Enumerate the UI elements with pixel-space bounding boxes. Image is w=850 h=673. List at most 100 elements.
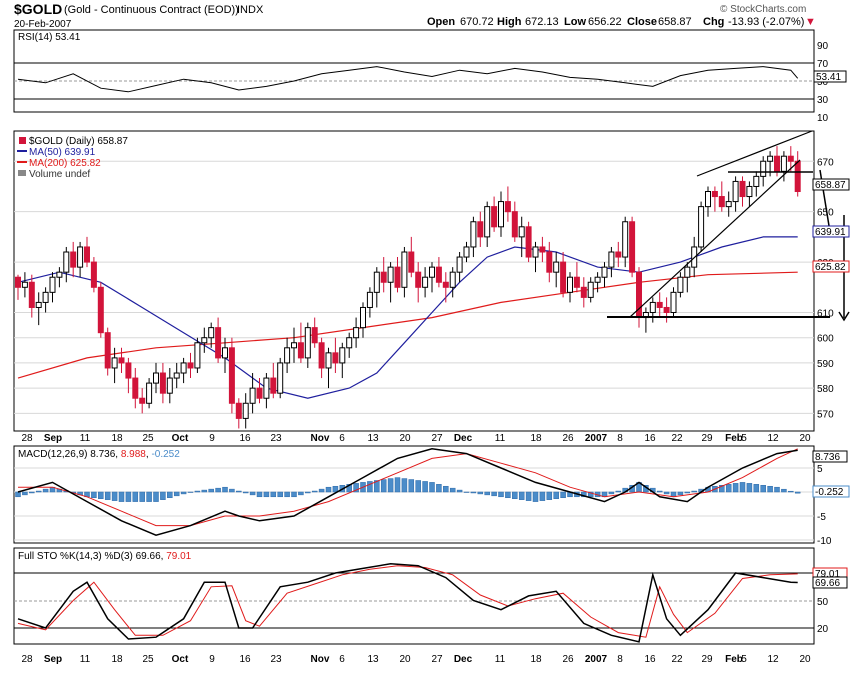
macd-hist-bar <box>249 491 256 496</box>
x-tick-label: 23 <box>270 433 282 444</box>
candle-body <box>153 372 159 384</box>
x-tick-label: 20 <box>799 654 811 665</box>
macd-hist-bar <box>146 491 152 502</box>
sto-panel: Full STO %K(14,3) %D(3) 69.66, 79.01 50 … <box>13 547 848 645</box>
sto-k-line <box>17 563 798 643</box>
x-tick-label: Feb <box>725 654 743 665</box>
x-tick-label: 9 <box>209 433 215 444</box>
low-label: Low <box>564 16 586 28</box>
ma200-badge <box>812 260 850 273</box>
candle-body <box>291 342 297 349</box>
macd-hist-bar <box>318 488 325 493</box>
rsi-label: RSI(14) 53.41 <box>18 32 81 43</box>
candle-body <box>297 342 304 359</box>
x-axis-bottom: 28 Sep 11 18 25 Oct 9 16 23 Nov 6 13 20 27 Dec 11 18 26 20… <box>21 654 811 665</box>
macd-hist-bar <box>484 491 490 496</box>
candle-body <box>463 246 470 258</box>
candle-body <box>49 276 56 293</box>
candle-body <box>649 301 656 314</box>
x-tick-label: 22 <box>671 654 683 665</box>
ma200-label: MA(200) 625.82 <box>29 158 101 169</box>
candle-body <box>794 160 801 193</box>
candle-body <box>380 271 387 283</box>
macd-label: MACD(12,26,9) 8.736, 8.988, -0.252 <box>18 449 180 460</box>
macd-hist-bar <box>291 491 297 498</box>
candle-body <box>573 276 580 288</box>
price-grid <box>14 160 814 414</box>
macd-hist-bar <box>546 491 553 500</box>
legend-volume-icon <box>18 170 26 176</box>
macd-hist-bar <box>767 485 773 493</box>
macd-hist-bar <box>153 491 159 502</box>
x-tick-label: 16 <box>239 654 251 665</box>
sto-d-value: 79.01 <box>166 551 191 562</box>
ma50-label: MA(50) 639.91 <box>29 147 96 158</box>
price-tick: 590 <box>817 359 834 370</box>
candle-body <box>194 342 201 369</box>
candle-body <box>718 196 725 208</box>
x-tick-label: 18 <box>111 654 123 665</box>
chg-label: Chg <box>703 16 724 28</box>
macd-hist-bar <box>15 491 21 498</box>
candle-body <box>215 327 222 359</box>
x-tick-label: 12 <box>767 433 779 444</box>
legend-candle-icon <box>19 137 26 144</box>
macd-hist-bar <box>739 482 746 493</box>
x-tick-label: Dec <box>454 433 473 444</box>
macd-hist-badge <box>812 485 850 498</box>
price-frame <box>13 130 815 432</box>
candle-body <box>739 180 746 198</box>
candle-body <box>42 291 49 303</box>
candle-body <box>21 281 28 288</box>
candle-body <box>470 221 477 248</box>
macd-hist-bar <box>325 486 332 493</box>
macd-hist-bar <box>374 480 380 493</box>
macd-hist-bar <box>456 489 463 493</box>
candle-body <box>360 306 366 329</box>
candle-body <box>318 342 325 369</box>
macd-badge-text: 8.736 <box>815 452 840 463</box>
x-tick-label: 29 <box>701 654 713 665</box>
x-tick-label: 18 <box>111 433 123 444</box>
candle-body <box>601 266 608 278</box>
macd-hist-bar <box>256 491 263 498</box>
macd-hist-value: -0.252 <box>151 449 180 460</box>
candle-body <box>780 155 787 172</box>
candle-body <box>746 185 753 198</box>
candle-body <box>594 276 601 283</box>
macd-value: 8.736 <box>90 449 115 460</box>
macd-hist-bar <box>22 491 28 496</box>
candle-body <box>491 206 498 228</box>
macd-hist-bar <box>298 491 304 496</box>
candle-body <box>56 271 63 278</box>
macd-hist-bar <box>587 491 594 498</box>
macd-hist-bar <box>98 491 104 499</box>
macd-hist-bar <box>656 490 663 493</box>
macd-hist-bar <box>208 488 214 493</box>
x-tick-label: Feb <box>725 433 743 444</box>
candle-body <box>511 211 518 238</box>
macd-hist-bar <box>160 491 166 500</box>
candle-body <box>180 362 187 374</box>
candle-body <box>711 191 718 198</box>
candle-body <box>332 352 339 364</box>
candle-body <box>767 155 774 162</box>
candle-body <box>373 271 380 293</box>
macd-hist-bar <box>774 486 780 493</box>
sto-k-value: 69.66 <box>136 551 161 562</box>
chg-down-arrow-icon: ▼ <box>805 16 816 28</box>
macd-hist-bar <box>449 487 456 493</box>
macd-hist-bar <box>477 491 484 495</box>
x-tick-label: Nov <box>311 654 330 665</box>
macd-hist-bar <box>560 491 566 499</box>
macd-hist-bar <box>29 491 35 494</box>
close-label: Close <box>627 16 657 28</box>
macd-hist-bar <box>125 491 132 502</box>
candle-body <box>477 221 484 238</box>
x-tick-label: 26 <box>562 654 574 665</box>
candle-body <box>146 382 153 404</box>
x-tick-label: 20 <box>399 654 411 665</box>
macd-hist-bar <box>387 478 394 493</box>
candle-body <box>539 246 546 253</box>
